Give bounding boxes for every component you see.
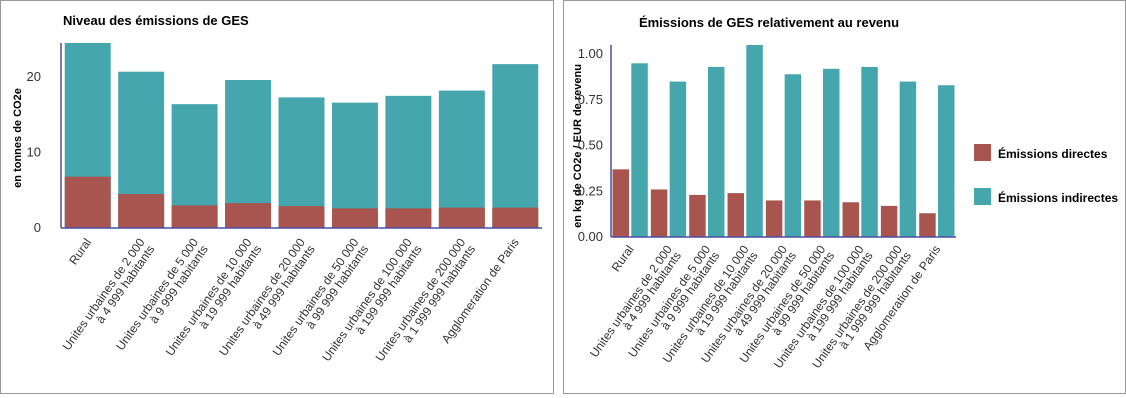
legend-swatch-indirect (974, 188, 991, 205)
bar-direct (612, 169, 630, 237)
bar-indirect (331, 102, 378, 228)
chart-relative-emissions: Émissions de GES relativement au revenu … (572, 15, 1118, 371)
bar-indirect (385, 95, 432, 228)
bar-direct (842, 202, 860, 237)
bar-direct (880, 205, 898, 237)
chart-panel-relative: Émissions de GES relativement au revenu … (563, 0, 1126, 394)
bar-indirect (746, 45, 763, 237)
bar-indirect (784, 74, 802, 237)
y-axis-label: en kg de CO2e / EUR de revenu (572, 64, 584, 228)
bar-direct (492, 207, 539, 228)
bar-indirect (707, 66, 725, 237)
bar-direct (278, 206, 325, 228)
y-tick-label: 1.00 (578, 46, 603, 61)
bar-direct (171, 205, 218, 228)
y-tick-label: 20 (27, 69, 41, 84)
bar-direct (64, 176, 111, 228)
bar-indirect (822, 68, 840, 238)
y-tick-label: 0 (34, 220, 41, 235)
bar-direct (919, 213, 936, 237)
legend-label-direct: Émissions directes (998, 146, 1108, 161)
chart-title: Niveau des émissions de GES (63, 13, 249, 28)
x-tick-label: Rural (609, 243, 637, 275)
bar-direct (331, 208, 378, 228)
bar-direct (385, 208, 432, 228)
y-tick-label: 0.00 (578, 229, 603, 244)
chart-title: Émissions de GES relativement au revenu (639, 15, 899, 30)
bar-direct (118, 194, 165, 228)
bar-direct (225, 203, 272, 228)
bar-indirect (937, 85, 955, 237)
legend-swatch-direct (974, 144, 991, 161)
x-tick-label: Rural (66, 236, 94, 268)
legend-label-indirect: Émissions indirectes (998, 190, 1118, 205)
bar-indirect (492, 64, 539, 228)
bar-direct (727, 193, 745, 237)
bar-indirect (438, 90, 485, 228)
bar-indirect (631, 63, 648, 238)
y-tick-label: 10 (27, 144, 41, 159)
chart-absolute-emissions: Niveau des émissions de GES en tonnes de… (12, 13, 542, 364)
bar-indirect (669, 81, 687, 237)
bar-direct (438, 207, 485, 228)
bar-direct (765, 200, 783, 237)
bar-indirect (899, 81, 917, 237)
bar-indirect (861, 66, 878, 237)
bar-direct (804, 200, 821, 237)
y-tick-label: 0.50 (578, 138, 603, 153)
chart-panel-absolute: Niveau des émissions de GES en tonnes de… (0, 0, 554, 394)
legend: Émissions directes Émissions indirectes (974, 144, 1118, 205)
bar-direct (689, 194, 706, 237)
y-tick-label: 0.25 (578, 183, 603, 198)
bar-direct (650, 189, 668, 237)
y-axis-label: en tonnes de CO2e (12, 88, 24, 188)
y-tick-label: 0.75 (578, 92, 603, 107)
